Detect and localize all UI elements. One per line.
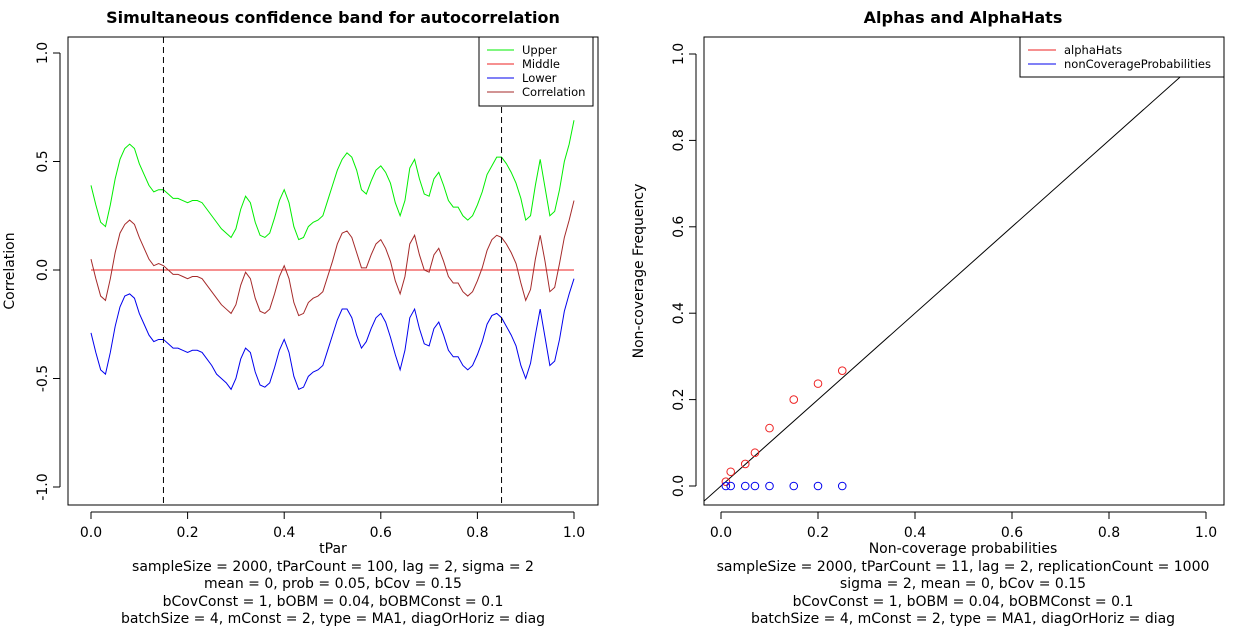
y-tick-label: 0.4 xyxy=(671,302,687,324)
left-plot-frame xyxy=(67,36,599,506)
point-noncoverageprobabilities xyxy=(813,481,823,491)
left-x-axis: 0.0 0.2 0.4 0.6 0.8 1.0 xyxy=(80,511,585,541)
left-caption-line-2: mean = 0, prob = 0.05, bCov = 0.15 xyxy=(204,576,462,592)
x-tick-label: 0.6 xyxy=(1001,525,1023,541)
left-caption-line-3: bCovConst = 1, bOBM = 0.04, bOBMConst = … xyxy=(163,594,504,610)
right-caption-line-1: sampleSize = 2000, tParCount = 11, lag =… xyxy=(717,559,1210,575)
right-plot-frame xyxy=(703,36,1225,506)
y-tick-label: 0.5 xyxy=(35,150,51,172)
x-tick-label: 0.2 xyxy=(807,525,829,541)
left-chart-title: Simultaneous confidence band for autocor… xyxy=(106,8,560,27)
right-x-axis: 0.0 0.2 0.4 0.6 0.8 1.0 xyxy=(710,511,1217,541)
legend-label-noncoverageprobabilities: nonCoverageProbabilities xyxy=(1064,57,1211,71)
point-noncoverageprobabilities xyxy=(765,481,774,491)
right-x-axis-label: Non-coverage probabilities xyxy=(869,541,1058,557)
left-x-axis-label: tPar xyxy=(319,541,347,557)
legend-label-correlation: Correlation xyxy=(522,85,585,99)
left-caption-line-1: sampleSize = 2000, tParCount = 100, lag … xyxy=(132,559,534,575)
point-alphahats xyxy=(789,395,799,404)
y-tick-label: 0.0 xyxy=(35,259,51,281)
right-chart-title: Alphas and AlphaHats xyxy=(864,8,1063,27)
legend-label-lower: Lower xyxy=(522,71,557,85)
point-alphahats xyxy=(837,366,847,375)
point-alphahats xyxy=(740,459,750,469)
point-noncoverageprobabilities xyxy=(750,481,760,491)
right-caption-line-3: bCovConst = 1, bOBM = 0.04, bOBMConst = … xyxy=(793,594,1134,610)
right-y-axis: 0.0 0.2 0.4 0.6 0.8 1.0 xyxy=(671,43,697,497)
x-tick-label: 0.6 xyxy=(370,525,392,541)
point-alphahats xyxy=(721,477,731,486)
left-legend-box xyxy=(478,36,594,107)
left-series-layer xyxy=(90,120,575,391)
y-tick-label: 0.2 xyxy=(671,388,687,410)
y-tick-label: 0.6 xyxy=(671,216,687,238)
x-tick-label: 0.4 xyxy=(904,525,926,541)
point-alphahats xyxy=(813,379,823,388)
legend-label-alphahats: alphaHats xyxy=(1064,43,1122,57)
right-y-axis-label: Non-coverage Frequency xyxy=(631,184,647,359)
right-reference-line xyxy=(704,37,1224,502)
right-caption-line-2: sigma = 2, mean = 0, bCov = 0.15 xyxy=(840,576,1086,592)
point-noncoverageprobabilities xyxy=(789,481,799,491)
point-noncoverageprobabilities xyxy=(740,481,750,491)
left-y-axis-label: Correlation xyxy=(2,232,18,309)
series-correlation-line xyxy=(90,200,575,317)
series-lower-line xyxy=(90,278,575,391)
x-tick-label: 0.0 xyxy=(710,525,732,541)
x-tick-label: 1.0 xyxy=(563,525,585,541)
point-alphahats xyxy=(765,423,774,433)
legend-label-middle: Middle xyxy=(522,57,560,71)
right-points-layer xyxy=(721,366,847,491)
right-caption-line-4: batchSize = 4, mConst = 2, type = MA1, d… xyxy=(751,611,1175,627)
y-tick-label: 1.0 xyxy=(671,43,687,65)
right-legend-box xyxy=(1019,36,1225,78)
left-caption-line-4: batchSize = 4, mConst = 2, type = MA1, d… xyxy=(121,611,545,627)
legend-label-upper: Upper xyxy=(522,43,557,57)
point-noncoverageprobabilities xyxy=(726,481,736,491)
y-tick-label: 0.8 xyxy=(671,129,687,151)
right-chart: Alphas and AlphaHats 0.0 0.2 0.4 0.6 0.8 1.0 … xyxy=(631,8,1225,627)
x-tick-label: 0.8 xyxy=(466,525,488,541)
point-noncoverageprobabilities xyxy=(721,481,731,491)
x-tick-label: 0.4 xyxy=(273,525,295,541)
left-y-axis: -1.0 -0.5 0.0 0.5 1.0 xyxy=(35,42,61,501)
point-noncoverageprobabilities xyxy=(837,481,847,491)
x-tick-label: 0.0 xyxy=(80,525,102,541)
point-alphahats xyxy=(750,448,760,458)
left-vertical-lines xyxy=(162,37,503,505)
y-tick-label: -1.0 xyxy=(35,473,51,500)
x-tick-label: 0.2 xyxy=(176,525,198,541)
point-alphahats xyxy=(726,467,736,477)
series-upper-line xyxy=(90,120,575,241)
left-chart: Simultaneous confidence band for autocor… xyxy=(2,8,599,627)
y-tick-label: 0.0 xyxy=(671,475,687,497)
y-tick-label: 1.0 xyxy=(35,42,51,64)
x-tick-label: 1.0 xyxy=(1195,525,1217,541)
y-tick-label: -0.5 xyxy=(35,365,51,392)
x-tick-label: 0.8 xyxy=(1098,525,1120,541)
